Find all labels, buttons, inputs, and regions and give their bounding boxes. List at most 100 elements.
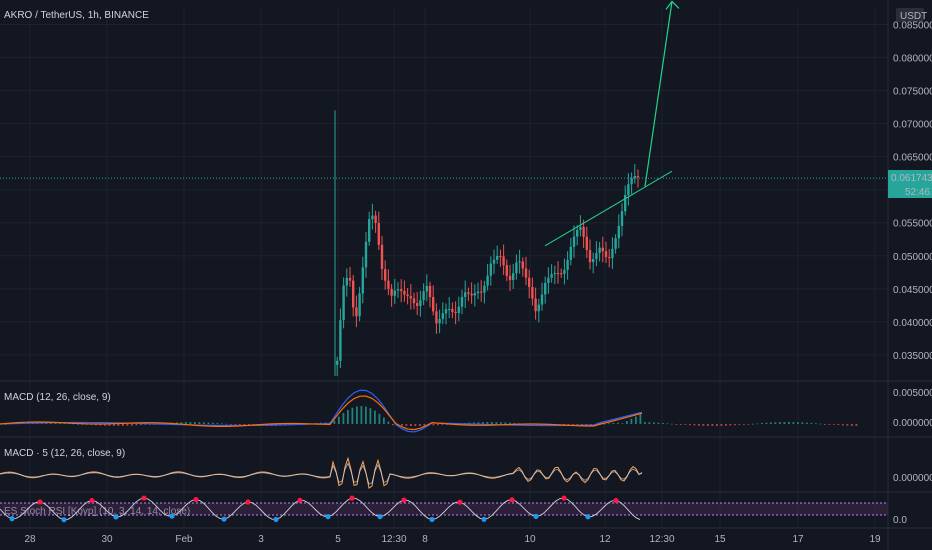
macd-histogram-bar (666, 423, 669, 425)
candle-body (422, 291, 425, 301)
macd-histogram-bar (342, 413, 345, 424)
currency-badge-bg (896, 8, 924, 22)
candle-body (592, 259, 595, 263)
macd-histogram-bar (603, 423, 606, 425)
candle-body (563, 269, 566, 274)
price-tick-label: 0.080000 (893, 54, 932, 65)
candle-body (537, 304, 540, 312)
macd-histogram-bar (99, 424, 102, 426)
candle-body (489, 263, 492, 276)
macd-histogram-bar (410, 424, 412, 426)
candle-body (560, 273, 563, 275)
macd-histogram-bar (792, 422, 795, 424)
macd-histogram-bar (432, 424, 435, 426)
candle-body (515, 262, 518, 274)
stoch-overbought-marker (613, 497, 619, 504)
candle-body (569, 246, 572, 260)
candle-body (505, 265, 508, 276)
candle-body (432, 297, 435, 312)
stoch-overbought-marker (401, 497, 407, 503)
macd-histogram-bar (770, 422, 772, 424)
macd-histogram-bar (122, 424, 124, 426)
macd-histogram-bar (108, 424, 111, 426)
candle-body (604, 251, 608, 258)
candle-body (368, 219, 371, 242)
macd-histogram-bar (239, 424, 241, 425)
macd-histogram-bar (477, 422, 480, 424)
macd-histogram-bar (725, 424, 727, 426)
candle-body (364, 241, 368, 268)
time-tick-label: 5 (335, 534, 341, 545)
macd-histogram-bar (608, 423, 610, 425)
macd-histogram-bar (837, 424, 840, 426)
candle-body (620, 211, 624, 226)
time-tick-label: 12:30 (381, 534, 406, 545)
macd-histogram-bar (756, 423, 759, 425)
last-price-badge: 0.061743 (891, 173, 932, 184)
candle-body (544, 282, 547, 295)
macd5-tick-zero: 0.000000 (893, 473, 932, 484)
candle-body (336, 360, 339, 365)
projection-arrow-head (665, 0, 680, 10)
time-tick-label: 30 (101, 534, 113, 545)
price-tick-label: 0.070000 (893, 120, 932, 131)
candle-body (409, 296, 412, 299)
projection-arrow-line (644, 1, 673, 187)
macd-histogram-bar (801, 422, 804, 424)
candle-body (419, 300, 422, 306)
price-tick-label: 0.055000 (893, 219, 932, 230)
macd-histogram-bar (504, 422, 507, 424)
macd-histogram-bar (392, 424, 394, 426)
macd-histogram-bar (806, 422, 808, 424)
stoch-oversold-marker (533, 513, 539, 519)
stoch-overbought-marker (457, 499, 463, 505)
candle-body (624, 194, 627, 212)
macd-histogram-bar (639, 414, 642, 424)
candle-body (553, 272, 556, 275)
candle-body (345, 277, 348, 286)
time-axis[interactable]: 28 30 Feb 3 5 12:30 8 10 12 12:30 15 17 19 (24, 534, 881, 545)
macd-histogram-bar (104, 424, 106, 426)
macd-histogram-bar (491, 422, 493, 424)
candle-body (425, 285, 428, 292)
macd-histogram-bar (189, 422, 192, 424)
price-tick-label: 0.065000 (893, 153, 932, 164)
candle-body (483, 285, 486, 293)
macd5-signal-line (0, 462, 643, 485)
price-tick-label: 0.035000 (893, 351, 932, 362)
stoch-oversold-marker (377, 513, 383, 520)
stoch-overbought-marker (193, 496, 199, 503)
macd-histogram-bar (473, 422, 475, 424)
stoch-overbought-marker (297, 497, 303, 503)
macd-histogram-bar (495, 422, 498, 424)
macd-histogram-bar (365, 406, 367, 424)
candle-body (588, 249, 592, 263)
stoch-oversold-marker (169, 513, 175, 519)
macd-histogram-bar (648, 422, 651, 424)
macd-histogram-bar (626, 421, 628, 424)
candle-body (633, 176, 636, 179)
macd-histogram-bar (743, 424, 745, 425)
candle-body (579, 226, 582, 230)
macd-histogram-bar (423, 424, 426, 426)
macd-histogram-bar (675, 424, 678, 425)
macd-histogram-bar (347, 410, 349, 424)
macd-histogram-bar (842, 424, 844, 426)
candle-body (358, 293, 361, 317)
macd-tick-zero: 0.000000 (893, 418, 932, 429)
macd-histogram-bar (140, 424, 142, 426)
macd-histogram-bar (788, 422, 790, 424)
candle-body (400, 289, 403, 292)
candle-body (502, 256, 505, 266)
candle-body (393, 290, 396, 296)
macd-histogram-bar (207, 422, 210, 424)
time-tick-label: 17 (792, 534, 804, 545)
macd-histogram-bar (203, 422, 205, 424)
candle-body (342, 285, 345, 321)
macd-histogram-bar (221, 423, 223, 425)
macd-histogram-bar (783, 422, 786, 424)
candle-body (531, 287, 534, 299)
macd-histogram-bar (846, 424, 849, 426)
candle-body (524, 268, 528, 278)
